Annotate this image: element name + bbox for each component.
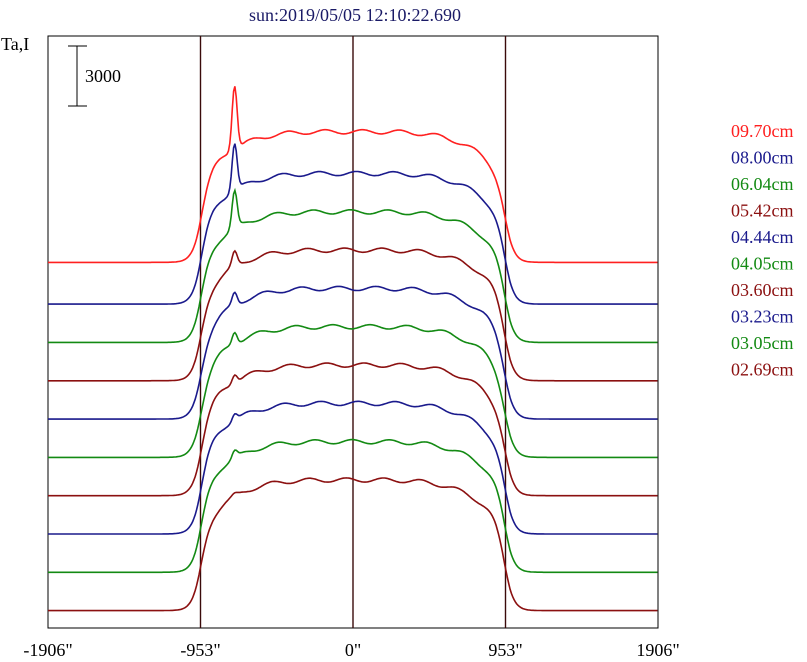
series-line-06-04cm [48, 187, 658, 344]
legend-entry-1: 08.00cm [731, 148, 794, 168]
vertical-markers [199, 36, 507, 628]
series-line-08-00cm [48, 143, 658, 305]
scale-bar: 3000 [68, 45, 121, 107]
legend-entry-5: 04.05cm [731, 254, 794, 274]
scale-bar-label: 3000 [85, 66, 121, 86]
legend: 09.70cm 08.00cm 06.04cm 05.42cm 04.44cm 04.05… [731, 121, 794, 380]
series-line-09-70cm [48, 86, 658, 264]
x-tick-label-4: 1906" [636, 640, 679, 660]
x-tick-label-0: -1906" [23, 640, 72, 660]
series-line-02-69cm [48, 477, 658, 612]
series-line-03-05cm [48, 438, 658, 574]
legend-entry-0: 09.70cm [731, 121, 794, 141]
series-line-04-05cm [48, 323, 658, 459]
series-line-05-42cm [48, 247, 658, 382]
series-line-03-60cm [48, 362, 658, 497]
series-line-03-23cm [48, 400, 658, 535]
x-tick-label-3: 953" [488, 640, 522, 660]
legend-entry-9: 02.69cm [731, 360, 794, 380]
legend-entry-6: 03.60cm [731, 280, 794, 300]
series-layer [48, 86, 658, 612]
series-line-04-44cm [48, 285, 658, 420]
x-tick-label-2: 0" [345, 640, 361, 660]
legend-entry-7: 03.23cm [731, 307, 794, 327]
legend-entry-8: 03.05cm [731, 333, 794, 353]
x-tick-labels: -1906" -953" 0" 953" 1906" [23, 640, 679, 660]
x-tick-label-1: -953" [180, 640, 220, 660]
chart-title: sun:2019/05/05 12:10:22.690 [249, 5, 461, 25]
y-axis-label: Ta,I [1, 34, 29, 54]
legend-entry-3: 05.42cm [731, 201, 794, 221]
legend-entry-2: 06.04cm [731, 174, 794, 194]
legend-entry-4: 04.44cm [731, 227, 794, 247]
